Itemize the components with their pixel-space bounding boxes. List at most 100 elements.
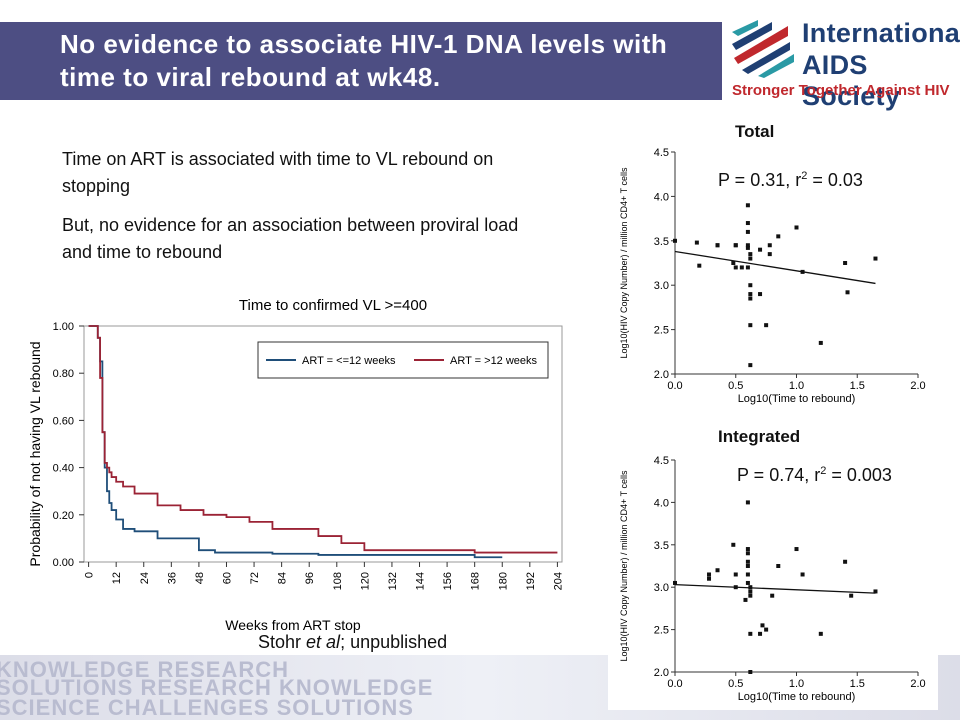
scatter-x-tick-label: 0.0 xyxy=(667,380,682,392)
scatter-x-axis-label: Log10(Time to rebound) xyxy=(738,691,856,703)
scatter-total: 2.0 2.5 3.0 3.5 4.0 4.5 0.0 0.5 1.0 1.5 2.0 Log10(T… xyxy=(619,147,926,405)
scatter-y-tick-label: 2.5 xyxy=(654,325,669,337)
km-y-tick-label: 1.00 xyxy=(53,321,74,333)
km-x-tick-label: 168 xyxy=(470,572,482,590)
scatter-y-tick-label: 4.0 xyxy=(654,191,669,203)
scatter-point xyxy=(707,576,712,581)
scatter-point xyxy=(745,229,750,234)
scatter-point xyxy=(845,290,850,295)
scatter-point xyxy=(715,568,720,573)
km-x-tick-label: 180 xyxy=(497,572,509,590)
km-x-tick-label: 36 xyxy=(166,572,178,584)
scatter-y-tick-label: 4.0 xyxy=(654,497,669,509)
scatter-point xyxy=(715,243,720,248)
scatter-point xyxy=(743,597,748,602)
stat-integrated: P = 0.74, r2 = 0.003 xyxy=(737,465,892,486)
stat-int-b: = 0.003 xyxy=(826,465,892,485)
scatter-point xyxy=(849,593,854,598)
scatter-point xyxy=(873,256,878,261)
scatter-point xyxy=(745,547,750,552)
km-y-tick-label: 0.40 xyxy=(53,463,74,475)
km-x-tick-label: 120 xyxy=(359,572,371,590)
scatter-x-axis-label: Log10(Time to rebound) xyxy=(738,393,856,405)
scatter-point xyxy=(776,234,781,239)
scatter-point xyxy=(748,323,753,328)
scatter-point xyxy=(758,247,763,252)
scatter-point xyxy=(843,559,848,564)
scatter-point xyxy=(731,542,736,547)
scatter-point xyxy=(745,500,750,505)
km-series-line-1 xyxy=(88,325,503,559)
panel-title-integrated: Integrated xyxy=(718,427,801,446)
scatter-y-tick-label: 2.0 xyxy=(654,369,669,381)
stat-total-b: = 0.03 xyxy=(807,170,863,190)
km-x-tick-label: 132 xyxy=(387,572,399,590)
scatter-point xyxy=(758,292,763,297)
scatter-y-tick-label: 4.5 xyxy=(654,147,669,159)
scatter-y-tick-label: 2.5 xyxy=(654,625,669,637)
km-x-tick-label: 108 xyxy=(332,572,344,590)
scatter-point xyxy=(745,551,750,556)
logo-tagline: Stronger Together Against HIV xyxy=(732,82,950,99)
scatter-fit-line xyxy=(674,250,876,285)
citation-rest: ; unpublished xyxy=(340,632,448,652)
km-x-tick-label: 0 xyxy=(84,572,96,578)
km-x-tick-label: 24 xyxy=(139,572,151,584)
km-x-tick-label: 96 xyxy=(304,572,316,584)
km-legend-label: ART = >12 weeks xyxy=(450,355,538,367)
logo-line-2: AIDS Society xyxy=(802,50,901,111)
km-title: Time to confirmed VL >=400 xyxy=(239,297,427,314)
logo-line-1: International xyxy=(802,18,960,48)
ias-logo: International AIDS Society Stronger Toge… xyxy=(728,12,960,111)
scatter-point xyxy=(745,203,750,208)
km-x-tick-label: 144 xyxy=(415,572,427,590)
scatter-point xyxy=(794,547,799,552)
scatter-point xyxy=(758,631,763,636)
km-chart: Time to confirmed VL >=400 0.00 0.20 0.40 0.… xyxy=(27,297,564,633)
slide-title: No evidence to associate HIV-1 DNA level… xyxy=(60,29,668,92)
scatter-point xyxy=(767,243,772,248)
km-x-tick-label: 204 xyxy=(552,572,564,590)
stat-int-a: P = 0.74, r xyxy=(737,465,821,485)
scatter-point xyxy=(776,564,781,568)
scatter-y-tick-label: 3.5 xyxy=(654,540,669,552)
km-x-tick-label: 60 xyxy=(221,572,233,584)
km-series-line-2 xyxy=(88,325,558,554)
scatter-point xyxy=(697,263,702,268)
scatter-x-tick-label: 1.5 xyxy=(850,678,865,690)
scatter-point xyxy=(745,559,750,564)
footer-words-3: SCIENCE CHALLENGES SOLUTIONS xyxy=(0,695,414,720)
scatter-point xyxy=(748,296,753,301)
scatter-point xyxy=(745,564,750,568)
scatter-point xyxy=(733,572,738,577)
km-y-tick-label: 0.00 xyxy=(53,557,74,569)
scatter-fit-line xyxy=(674,584,876,594)
scatter-y-tick-label: 3.0 xyxy=(654,582,669,594)
scatter-point xyxy=(767,252,772,257)
km-y-tick-label: 0.60 xyxy=(53,415,74,427)
km-x-tick-label: 84 xyxy=(277,572,289,584)
scatter-point xyxy=(748,256,753,261)
scatter-point xyxy=(731,261,736,265)
scatter-point xyxy=(745,572,750,577)
scatter-point xyxy=(818,631,823,636)
scatter-x-tick-label: 1.0 xyxy=(789,678,804,690)
scatter-y-tick-label: 2.0 xyxy=(654,667,669,679)
scatter-point xyxy=(745,243,750,248)
km-x-tick-label: 156 xyxy=(442,572,454,590)
scatter-point xyxy=(748,593,753,598)
scatter-point xyxy=(800,572,805,577)
citation-etal: et al xyxy=(306,632,341,652)
scatter-y-axis-label: Log10(HIV Copy Number) / million CD4+ T … xyxy=(619,470,629,661)
scatter-x-tick-label: 1.0 xyxy=(789,380,804,392)
scatter-point xyxy=(733,265,738,270)
stat-total-sup: 2 xyxy=(801,170,808,182)
scatter-point xyxy=(673,238,677,243)
scatter-point xyxy=(843,261,848,265)
scatter-y-tick-label: 3.0 xyxy=(654,280,669,292)
scatter-point xyxy=(707,572,712,577)
km-x-tick-label: 192 xyxy=(525,572,537,590)
scatter-point xyxy=(694,240,699,245)
citation: Stohr et al; unpublished xyxy=(258,632,447,653)
scatter-point xyxy=(873,589,878,594)
